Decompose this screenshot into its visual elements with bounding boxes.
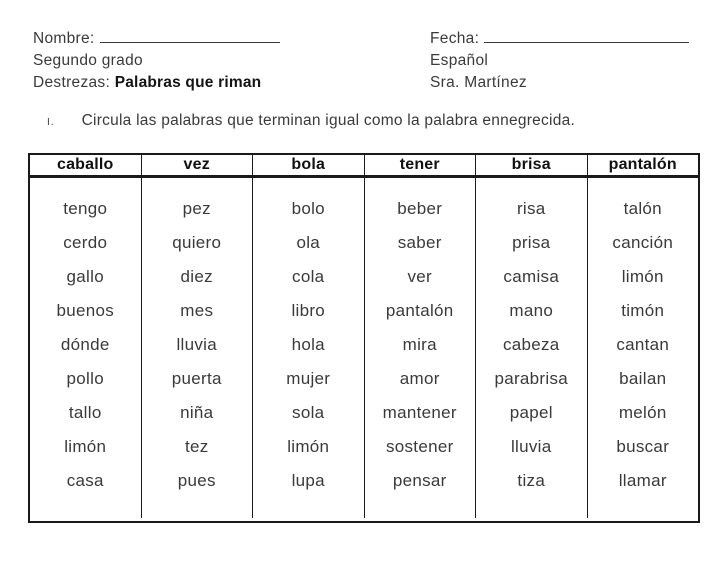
table-body: tengo cerdo gallo buenos dónde pollo tallo limó… bbox=[30, 178, 698, 518]
word-cell[interactable]: gallo bbox=[66, 267, 104, 286]
word-column: pez quiero diez mes lluvia puerta niña tez pues bbox=[142, 178, 253, 518]
word-cell[interactable]: ola bbox=[296, 233, 321, 252]
word-cell[interactable]: mira bbox=[402, 335, 437, 354]
word-cell[interactable]: cabeza bbox=[502, 335, 560, 354]
skills-value: Palabras que riman bbox=[114, 74, 262, 91]
word-cell[interactable]: hola bbox=[291, 335, 325, 354]
column-header: pantalón bbox=[608, 156, 677, 173]
word-cell[interactable]: diez bbox=[180, 267, 213, 286]
date-blank-field[interactable] bbox=[484, 30, 690, 43]
teacher-line: Sra. Martínez bbox=[430, 74, 527, 91]
word-cell[interactable]: prisa bbox=[512, 233, 551, 252]
word-cell[interactable]: melón bbox=[618, 403, 667, 422]
word-cell[interactable]: mano bbox=[509, 301, 554, 320]
word-column: risa prisa camisa mano cabeza parabrisa papel l… bbox=[476, 178, 588, 518]
word-cell[interactable]: tiza bbox=[517, 471, 546, 490]
column-header: tener bbox=[365, 155, 476, 175]
word-cell[interactable]: pez bbox=[182, 199, 211, 218]
word-cell[interactable]: llamar bbox=[618, 471, 667, 490]
word-cell[interactable]: timón bbox=[621, 301, 665, 320]
column-header: caballo bbox=[30, 155, 142, 175]
word-cell[interactable]: tengo bbox=[63, 199, 108, 218]
word-cell[interactable]: cantan bbox=[616, 335, 670, 354]
word-cell[interactable]: camisa bbox=[503, 267, 560, 286]
date-label: Fecha: bbox=[430, 30, 480, 47]
rhyme-words-table: caballo vez bola tener brisa pantalón te… bbox=[28, 153, 700, 523]
word-cell[interactable]: tez bbox=[184, 437, 209, 456]
word-cell[interactable]: pantalón bbox=[385, 301, 454, 320]
word-cell[interactable]: buscar bbox=[616, 437, 670, 456]
instruction-number: I. bbox=[47, 117, 55, 128]
word-cell[interactable]: papel bbox=[509, 403, 553, 422]
word-cell[interactable]: limón bbox=[64, 437, 107, 456]
word-cell[interactable]: amor bbox=[399, 369, 440, 388]
word-cell[interactable]: pues bbox=[177, 471, 216, 490]
word-cell[interactable]: talón bbox=[623, 199, 662, 218]
skills-line: Destrezas: Palabras que riman bbox=[33, 72, 280, 94]
skills-label: Destrezas: bbox=[33, 74, 111, 91]
date-line: Fecha: bbox=[430, 28, 690, 50]
name-line: Nombre: bbox=[33, 28, 280, 50]
word-cell[interactable]: puerta bbox=[171, 369, 222, 388]
word-cell[interactable]: lupa bbox=[291, 471, 325, 490]
word-cell[interactable]: saber bbox=[397, 233, 442, 252]
word-cell[interactable]: canción bbox=[612, 233, 674, 252]
word-cell[interactable]: buenos bbox=[56, 301, 115, 320]
word-cell[interactable]: limón bbox=[287, 437, 330, 456]
column-header: bola bbox=[253, 155, 365, 175]
word-cell[interactable]: bailan bbox=[619, 369, 667, 388]
meta-block-left: Nombre: Segundo grado Destrezas: Palabra… bbox=[33, 28, 280, 94]
grade-line: Segundo grado bbox=[33, 52, 143, 69]
word-cell[interactable]: mantener bbox=[382, 403, 457, 422]
word-cell[interactable]: lluvia bbox=[510, 437, 552, 456]
word-column: beber saber ver pantalón mira amor mantener sos… bbox=[365, 178, 476, 518]
word-column: bolo ola cola libro hola mujer sola limón lupa bbox=[253, 178, 365, 518]
word-cell[interactable]: casa bbox=[66, 471, 104, 490]
word-cell[interactable]: sostener bbox=[385, 437, 454, 456]
word-cell[interactable]: pollo bbox=[66, 369, 104, 388]
word-column: tengo cerdo gallo buenos dónde pollo tallo limó… bbox=[30, 178, 142, 518]
word-cell[interactable]: cerdo bbox=[63, 233, 108, 252]
word-cell[interactable]: libro bbox=[291, 301, 326, 320]
column-header: vez bbox=[142, 155, 253, 175]
word-cell[interactable]: ver bbox=[407, 267, 433, 286]
table-header-row: caballo vez bola tener brisa pantalón bbox=[30, 155, 698, 178]
meta-block-right: Fecha: Español Sra. Martínez bbox=[430, 28, 690, 94]
word-cell[interactable]: bolo bbox=[291, 199, 325, 218]
word-cell[interactable]: mujer bbox=[286, 369, 331, 388]
subject-line: Español bbox=[430, 52, 489, 69]
word-cell[interactable]: dónde bbox=[60, 335, 110, 354]
word-cell[interactable]: niña bbox=[180, 403, 214, 422]
name-label: Nombre: bbox=[33, 30, 95, 47]
word-cell[interactable]: quiero bbox=[172, 233, 222, 252]
word-cell[interactable]: parabrisa bbox=[494, 369, 569, 388]
word-cell[interactable]: lluvia bbox=[176, 335, 218, 354]
word-column: talón canción limón timón cantan bailan melón b… bbox=[588, 178, 699, 518]
name-blank-field[interactable] bbox=[99, 30, 280, 43]
instruction-text: Circula las palabras que terminan igual … bbox=[81, 112, 576, 129]
word-cell[interactable]: pensar bbox=[392, 471, 447, 490]
word-cell[interactable]: beber bbox=[397, 199, 443, 218]
word-cell[interactable]: limón bbox=[621, 267, 664, 286]
word-cell[interactable]: risa bbox=[516, 199, 546, 218]
column-header: brisa bbox=[476, 155, 588, 175]
word-cell[interactable]: mes bbox=[180, 301, 214, 320]
word-cell[interactable]: cola bbox=[292, 267, 325, 286]
instruction-line: I. Circula las palabras que terminan igua… bbox=[47, 112, 575, 130]
word-cell[interactable]: sola bbox=[292, 403, 325, 422]
word-cell[interactable]: tallo bbox=[68, 403, 102, 422]
